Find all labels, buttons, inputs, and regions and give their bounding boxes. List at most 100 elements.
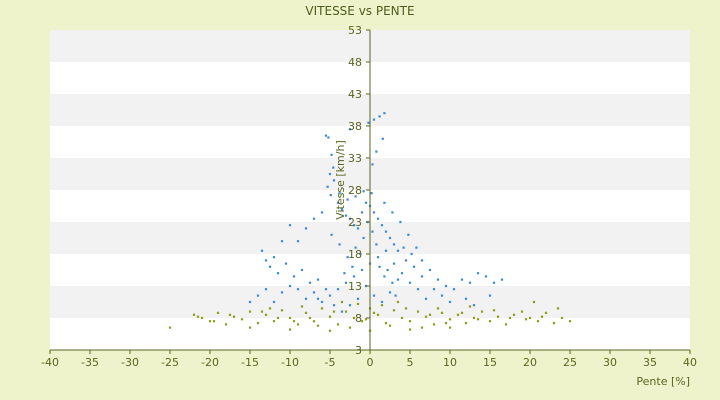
x-tick-label: 5 bbox=[407, 356, 414, 369]
data-point bbox=[440, 294, 444, 297]
data-point bbox=[332, 179, 336, 182]
data-point bbox=[284, 262, 288, 265]
data-point bbox=[460, 311, 464, 314]
data-point bbox=[504, 323, 508, 326]
data-point bbox=[428, 268, 432, 272]
data-point bbox=[248, 326, 252, 329]
data-point bbox=[396, 249, 400, 252]
y-tick-label: 48 bbox=[348, 56, 362, 69]
data-point bbox=[260, 249, 264, 252]
data-point bbox=[472, 316, 476, 320]
data-point bbox=[272, 256, 276, 259]
data-point bbox=[386, 268, 389, 272]
x-tick-label: 10 bbox=[443, 356, 457, 369]
data-point bbox=[336, 323, 340, 326]
data-point bbox=[292, 275, 296, 278]
x-tick-label: -5 bbox=[325, 356, 336, 369]
data-point bbox=[280, 309, 284, 312]
data-point bbox=[256, 322, 260, 325]
data-point bbox=[408, 328, 412, 331]
data-point bbox=[375, 150, 378, 153]
data-point bbox=[352, 224, 356, 227]
y-tick-label: 3 bbox=[355, 344, 362, 357]
data-point bbox=[420, 275, 424, 278]
data-point bbox=[340, 300, 344, 304]
data-point bbox=[492, 309, 496, 312]
data-point bbox=[380, 304, 384, 307]
data-point bbox=[264, 259, 268, 262]
data-point bbox=[520, 310, 524, 313]
data-point bbox=[338, 192, 341, 195]
data-point bbox=[436, 307, 440, 310]
data-point bbox=[420, 326, 424, 329]
data-point bbox=[268, 307, 272, 310]
data-point bbox=[276, 316, 280, 320]
data-point bbox=[383, 112, 386, 115]
data-point bbox=[392, 243, 396, 246]
data-point bbox=[260, 310, 264, 313]
y-tick-label: 43 bbox=[348, 88, 362, 101]
data-point bbox=[480, 310, 484, 313]
x-tick-label: -25 bbox=[161, 356, 179, 369]
data-point bbox=[216, 311, 220, 314]
data-point bbox=[360, 268, 364, 272]
data-point bbox=[399, 220, 402, 224]
data-point bbox=[276, 272, 280, 275]
data-point bbox=[508, 316, 512, 320]
data-point bbox=[452, 288, 456, 291]
data-point bbox=[312, 217, 316, 220]
data-point bbox=[488, 294, 492, 297]
data-point bbox=[338, 243, 341, 246]
data-point bbox=[532, 300, 536, 304]
data-point bbox=[448, 326, 452, 329]
data-point bbox=[288, 328, 292, 331]
data-point bbox=[372, 118, 376, 121]
data-point bbox=[360, 320, 364, 323]
x-tick-label: 15 bbox=[483, 356, 497, 369]
x-tick-label: -15 bbox=[241, 356, 259, 369]
y-tick-label: 33 bbox=[348, 152, 362, 165]
data-point bbox=[440, 311, 444, 314]
data-point bbox=[272, 300, 276, 304]
data-point bbox=[380, 300, 384, 304]
data-point bbox=[232, 315, 236, 318]
data-point bbox=[424, 315, 428, 318]
data-point bbox=[268, 265, 272, 268]
data-point bbox=[354, 195, 357, 198]
data-point bbox=[256, 294, 260, 297]
data-point bbox=[288, 316, 292, 320]
data-point bbox=[352, 275, 356, 278]
data-point bbox=[568, 320, 572, 323]
data-point bbox=[328, 172, 332, 176]
data-point bbox=[375, 243, 378, 246]
data-point bbox=[378, 115, 381, 118]
data-point bbox=[376, 256, 380, 259]
x-tick-label: -20 bbox=[201, 356, 219, 369]
data-point bbox=[168, 326, 172, 329]
x-tick-label: -10 bbox=[281, 356, 299, 369]
data-point bbox=[472, 304, 476, 307]
data-point bbox=[396, 300, 400, 304]
y-tick-label: 13 bbox=[348, 280, 362, 293]
data-point bbox=[432, 323, 436, 326]
data-point bbox=[448, 300, 452, 304]
data-point bbox=[348, 304, 352, 307]
data-point bbox=[392, 309, 396, 312]
data-point bbox=[464, 297, 468, 300]
data-point bbox=[410, 252, 413, 256]
x-tick-label: 0 bbox=[367, 356, 374, 369]
data-point bbox=[371, 230, 374, 233]
data-point bbox=[372, 211, 376, 214]
x-tick-label: 20 bbox=[523, 356, 537, 369]
data-point bbox=[448, 318, 452, 321]
data-point bbox=[336, 201, 340, 204]
data-point bbox=[476, 272, 480, 275]
data-point bbox=[312, 320, 316, 323]
data-point bbox=[240, 318, 244, 321]
data-point bbox=[330, 153, 333, 156]
data-point bbox=[488, 320, 492, 323]
data-point bbox=[264, 313, 268, 316]
x-tick-label: 40 bbox=[683, 356, 697, 369]
data-point bbox=[362, 190, 365, 193]
data-point bbox=[308, 316, 312, 320]
